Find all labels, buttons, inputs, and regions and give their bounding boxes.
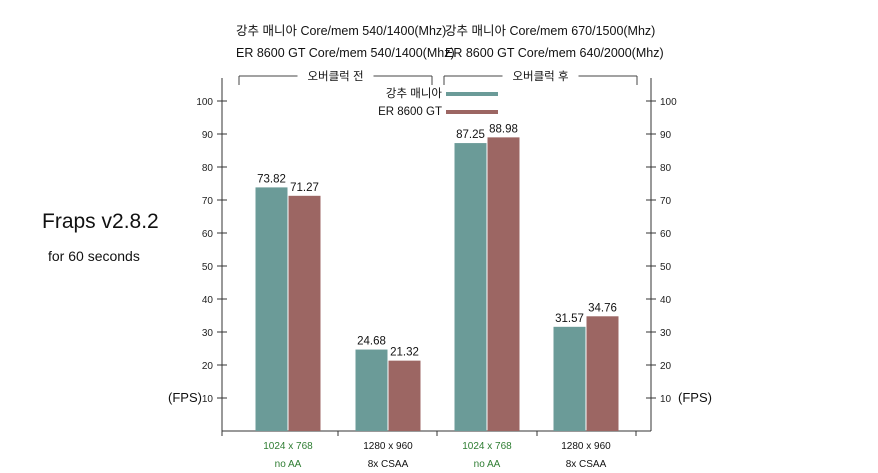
y-tick-label-right: 20	[660, 361, 672, 372]
category-label: 8x CSAA	[368, 459, 409, 470]
left-fps-label: (FPS)	[168, 390, 202, 405]
legend-swatch	[446, 110, 498, 114]
y-tick-label-right: 10	[660, 394, 672, 405]
y-tick-label-left: 80	[202, 163, 214, 174]
legend-label: ER 8600 GT	[378, 106, 442, 118]
category-label: 1280 x 960	[561, 441, 611, 452]
y-tick-label-right: 30	[660, 328, 672, 339]
data-label: 73.82	[257, 173, 286, 185]
y-tick-label-left: 40	[202, 295, 214, 306]
header-after-line2: ER 8600 GT Core/mem 640/2000(Mhz)	[445, 46, 664, 60]
bar	[288, 195, 321, 431]
y-tick-label-right: 100	[660, 97, 677, 108]
data-label: 24.68	[357, 336, 386, 348]
bar	[454, 143, 487, 431]
y-tick-label-left: 10	[202, 394, 214, 405]
bar	[487, 137, 520, 431]
data-label: 21.32	[390, 347, 419, 359]
header-after-line1: 강추 매니아 Core/mem 670/1500(Mhz)	[445, 24, 656, 38]
y-tick-label-left: 50	[202, 262, 214, 273]
right-fps-label: (FPS)	[678, 390, 712, 405]
category-label: 1024 x 768	[263, 441, 313, 452]
category-label: 8x CSAA	[566, 459, 607, 470]
y-tick-label-left: 60	[202, 229, 214, 240]
side-subtitle: for 60 seconds	[48, 248, 140, 264]
data-label: 87.25	[456, 129, 485, 141]
bar	[553, 326, 586, 431]
y-tick-label-right: 80	[660, 163, 672, 174]
data-label: 34.76	[588, 302, 617, 314]
y-tick-label-right: 50	[660, 262, 672, 273]
category-label: 1024 x 768	[462, 441, 512, 452]
category-label: 1280 x 960	[363, 441, 413, 452]
bar	[255, 187, 288, 431]
group-label: 오버클럭 후	[512, 70, 568, 83]
legend-swatch	[446, 92, 498, 96]
legend-label: 강추 매니아	[386, 87, 443, 100]
y-tick-label-right: 60	[660, 229, 672, 240]
y-tick-label-left: 70	[202, 196, 214, 207]
data-label: 88.98	[489, 123, 518, 135]
bar	[586, 316, 619, 431]
data-label: 31.57	[555, 313, 584, 325]
bar	[388, 360, 421, 431]
category-label: no AA	[275, 459, 302, 470]
y-tick-label-right: 40	[660, 295, 672, 306]
data-label: 71.27	[290, 182, 319, 194]
group-label: 오버클럭 전	[307, 70, 363, 83]
y-tick-label-right: 90	[660, 130, 672, 141]
side-title: Fraps v2.8.2	[42, 210, 159, 233]
y-tick-label-right: 70	[660, 196, 672, 207]
header-before-line2: ER 8600 GT Core/mem 540/1400(Mhz)	[236, 46, 455, 60]
bar	[355, 349, 388, 431]
y-tick-label-left: 90	[202, 130, 214, 141]
y-tick-label-left: 100	[196, 97, 213, 108]
category-label: no AA	[474, 459, 501, 470]
y-tick-label-left: 20	[202, 361, 214, 372]
header-before-line1: 강추 매니아 Core/mem 540/1400(Mhz)	[236, 24, 447, 38]
y-tick-label-left: 30	[202, 328, 214, 339]
